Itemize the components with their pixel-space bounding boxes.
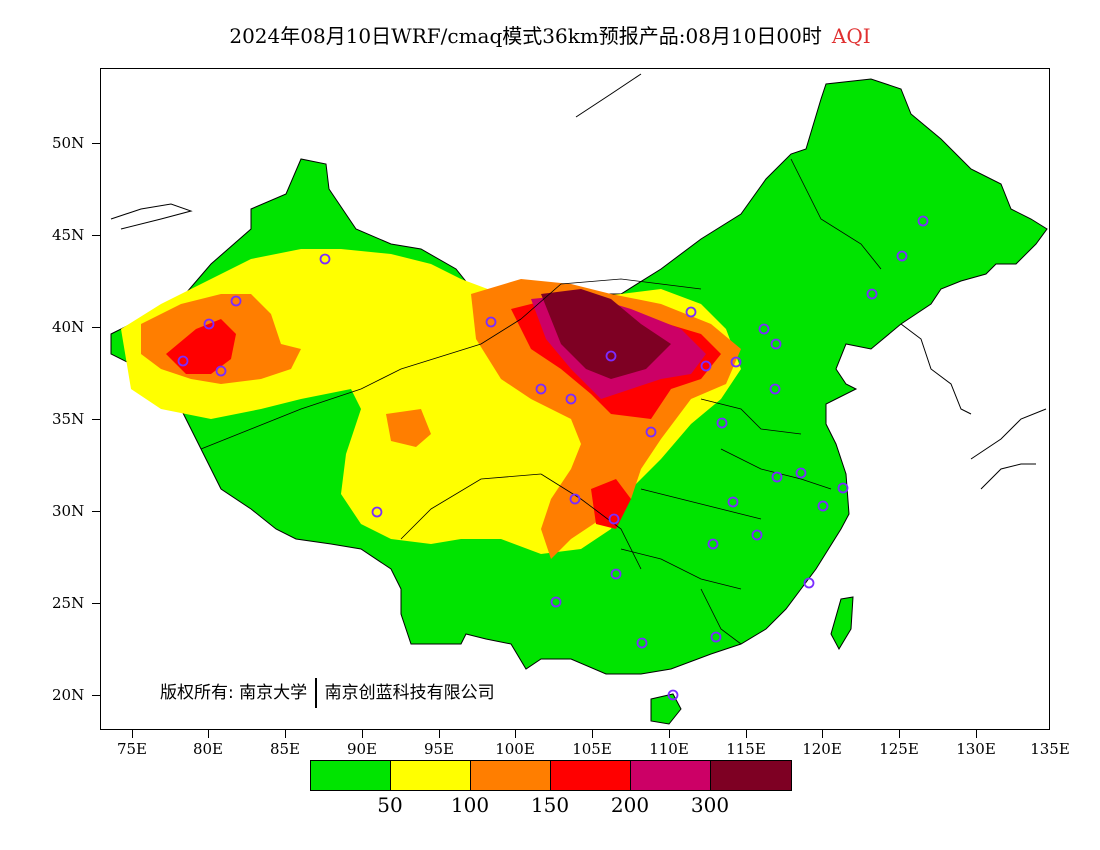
aqi-unhealthy-south <box>591 479 631 529</box>
legend-label-150: 150 <box>530 793 570 817</box>
japan-coast <box>970 408 1047 490</box>
lon-tick <box>285 730 286 738</box>
legend-label-300: 300 <box>690 793 730 817</box>
lat-tick <box>92 511 100 512</box>
lat-label-20n: 20N <box>52 686 85 704</box>
lon-tick <box>132 730 133 738</box>
copyright-org1: 南京大学 <box>239 683 308 703</box>
title-text: 2024年08月10日WRF/cmaq模式36km预报产品:08月10日00时 <box>229 24 822 48</box>
aqi-sensitive-tibet <box>386 409 431 447</box>
lat-tick <box>92 603 100 604</box>
lon-tick <box>515 730 516 738</box>
lon-label-115e: 115E <box>726 740 766 758</box>
lon-tick <box>439 730 440 738</box>
lon-tick <box>746 730 747 738</box>
lat-label-40n: 40N <box>52 318 85 336</box>
aqi-map <box>110 73 1048 725</box>
lon-label-130e: 130E <box>956 740 996 758</box>
legend-label-200: 200 <box>610 793 650 817</box>
lon-tick <box>822 730 823 738</box>
lat-tick <box>92 143 100 144</box>
lat-tick <box>92 327 100 328</box>
lon-label-120e: 120E <box>802 740 842 758</box>
aqi-color-legend <box>310 760 792 791</box>
lon-tick <box>362 730 363 738</box>
lat-label-45n: 45N <box>52 226 85 244</box>
aqi-unhealthy-xinjiang <box>166 319 236 374</box>
lat-tick <box>92 695 100 696</box>
lake-balkhash <box>110 203 193 230</box>
lon-tick <box>899 730 900 738</box>
province-boundaries <box>200 158 882 645</box>
legend-swatch-4 <box>631 761 711 790</box>
korea-coast <box>900 323 972 415</box>
lat-label-35n: 35N <box>52 410 85 428</box>
copyright-prefix: 版权所有: <box>160 683 234 703</box>
lake-baikal <box>575 73 642 118</box>
map-title: 2024年08月10日WRF/cmaq模式36km预报产品:08月10日00时 A… <box>0 20 1100 49</box>
lon-label-75e: 75E <box>116 740 148 758</box>
lon-label-85e: 85E <box>269 740 301 758</box>
lon-label-125e: 125E <box>879 740 919 758</box>
lat-label-25n: 25N <box>52 594 85 612</box>
legend-swatch-1 <box>391 761 471 790</box>
lon-label-110e: 110E <box>649 740 689 758</box>
lon-label-105e: 105E <box>572 740 612 758</box>
lat-label-50n: 50N <box>52 134 85 152</box>
legend-label-50: 50 <box>377 793 403 817</box>
legend-swatch-3 <box>551 761 631 790</box>
title-variable: AQI <box>831 24 871 48</box>
legend-swatch-0 <box>311 761 391 790</box>
lat-tick <box>92 235 100 236</box>
copyright-separator <box>315 678 317 708</box>
legend-label-100: 100 <box>450 793 490 817</box>
lon-label-95e: 95E <box>423 740 455 758</box>
city-markers <box>177 215 929 701</box>
lon-tick <box>208 730 209 738</box>
lon-label-100e: 100E <box>495 740 535 758</box>
lon-tick <box>592 730 593 738</box>
lat-label-30n: 30N <box>52 502 85 520</box>
lon-label-80e: 80E <box>192 740 224 758</box>
aqi-hazardous <box>541 289 671 379</box>
legend-swatch-5 <box>711 761 791 790</box>
map-frame <box>100 68 1050 730</box>
lat-tick <box>92 419 100 420</box>
copyright-notice: 版权所有: 南京大学 南京创蓝科技有限公司 <box>160 678 495 708</box>
lon-tick <box>976 730 977 738</box>
lon-label-90e: 90E <box>346 740 378 758</box>
legend-swatch-2 <box>471 761 551 790</box>
taiwan <box>830 596 854 651</box>
copyright-org2: 南京创蓝科技有限公司 <box>324 683 495 703</box>
lon-label-135e: 135E <box>1030 740 1070 758</box>
lon-tick <box>669 730 670 738</box>
